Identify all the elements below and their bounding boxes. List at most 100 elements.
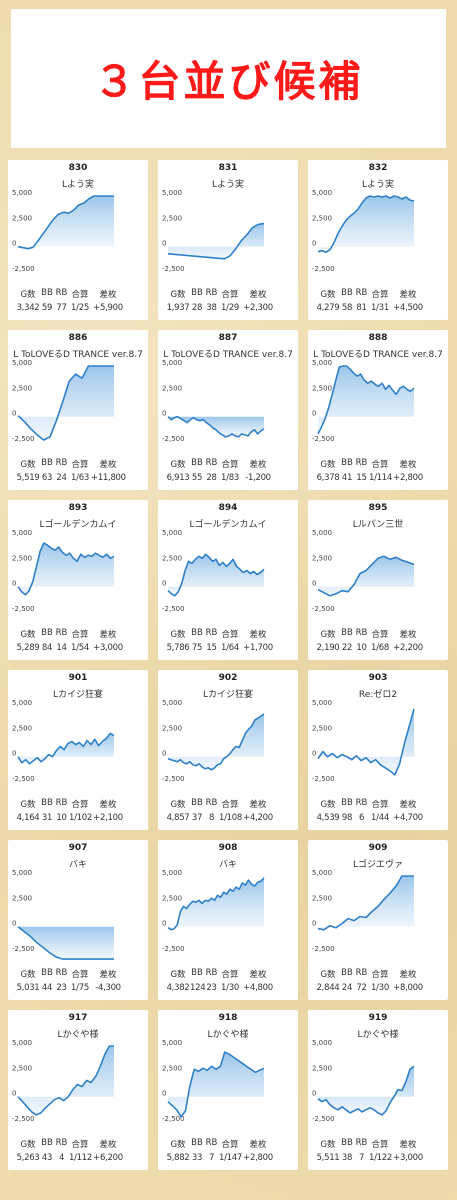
stats-table: G数 BB RB 合算 差枚 2,844 24 72 1/30 +8,000 — [316, 968, 444, 993]
y-tick-label: 5,000 — [312, 699, 332, 707]
stat-header: 差枚 — [249, 970, 267, 980]
stat-value-bb: 37 — [191, 813, 203, 823]
machine-card: 907 バキ 5,000 2,500 0 -2,500 G数 BB RB 合算 差枚 5,031 44 2… — [8, 840, 148, 1000]
stat-value-combined: 1/54 — [71, 643, 89, 653]
stat-header: RB — [205, 968, 218, 978]
stat-header: G数 — [20, 970, 36, 980]
stat-value-bb: 58 — [341, 303, 353, 313]
slump-chart: 5,000 2,500 0 -2,500 — [12, 869, 114, 960]
stat-header: 差枚 — [99, 970, 117, 980]
stat-header: RB — [355, 1138, 368, 1148]
slump-chart: 5,000 2,500 0 -2,500 — [312, 699, 415, 783]
stat-header: 差枚 — [399, 800, 417, 810]
stat-value-games: 4,382 — [166, 983, 190, 993]
area-fill — [18, 733, 114, 764]
slump-chart: 5,000 2,500 0 -2,500 — [162, 1039, 265, 1123]
machine-card: 893 Lゴールデンカムイ 5,000 2,500 0 -2,500 G数 BB RB 合算 差枚 5… — [8, 500, 148, 660]
series-line — [317, 195, 415, 253]
machine-name: Lよう実 — [61, 180, 94, 190]
stat-value-bb: 33 — [191, 1153, 203, 1163]
area-fill — [168, 714, 264, 770]
stat-header: BB — [191, 288, 203, 298]
area-fill — [318, 366, 414, 434]
y-tick-label: 2,500 — [162, 724, 182, 732]
y-tick-label: -2,500 — [162, 775, 185, 783]
stat-value-combined: 1/64 — [221, 643, 239, 653]
stat-value-diff: +4,700 — [393, 813, 423, 823]
machine-card: 831 Lよう実 5,000 2,500 0 -2,500 G数 BB RB 合算 差枚 1,937 2… — [158, 160, 298, 320]
y-tick-label: -2,500 — [162, 1115, 185, 1123]
y-tick-label: 2,500 — [12, 554, 32, 562]
machine-name: Re:ゼロ2 — [358, 690, 398, 700]
stat-value-diff: -1,200 — [245, 473, 271, 483]
stat-header: G数 — [320, 970, 336, 980]
y-tick-label: 2,500 — [312, 384, 332, 392]
stat-header: G数 — [170, 970, 186, 980]
stat-header: 合算 — [71, 970, 89, 980]
stats-table: G数 BB RB 合算 差枚 4,164 31 10 1/102 +2,100 — [16, 798, 144, 823]
slump-chart: 5,000 2,500 0 -2,500 — [162, 529, 265, 613]
y-tick-label: 2,500 — [312, 214, 332, 222]
stat-header: BB — [341, 458, 353, 468]
stat-value-games: 2,844 — [316, 983, 340, 993]
stat-value-bb: 75 — [191, 643, 203, 653]
slump-chart: 5,000 2,500 0 -2,500 — [312, 1039, 415, 1123]
area-fill — [318, 1066, 414, 1115]
stat-value-games: 4,857 — [166, 813, 190, 823]
stat-value-combined: 1/147 — [219, 1153, 242, 1163]
stat-header: 差枚 — [399, 1140, 417, 1150]
y-tick-label: 0 — [12, 580, 16, 588]
area-fill — [18, 366, 114, 440]
stat-value-bb: 59 — [41, 303, 53, 313]
stats-table: G数 BB RB 合算 差枚 4,539 98 6 1/44 +4,700 — [316, 798, 444, 823]
slump-chart: 5,000 2,500 0 -2,500 — [162, 359, 265, 443]
machine-card: 886 L ToLOVEるD TRANCE ver.8.7 5,000 2,500 0 -… — [8, 330, 148, 490]
machine-number: 893 — [68, 503, 88, 513]
y-tick-label: 2,500 — [162, 384, 182, 392]
stats-table: G数 BB RB 合算 差枚 5,882 33 7 1/147 +2,800 — [166, 1138, 294, 1163]
stat-header: 合算 — [71, 460, 89, 470]
machine-number: 894 — [218, 503, 238, 513]
stat-value-diff: +2,800 — [243, 1153, 273, 1163]
machine-name: Lカイジ狂宴 — [52, 690, 103, 700]
stat-value-games: 4,279 — [316, 303, 340, 313]
y-tick-label: 2,500 — [162, 894, 182, 902]
stat-header: BB — [191, 628, 203, 638]
y-tick-label: 5,000 — [12, 189, 32, 197]
machine-number: 831 — [218, 163, 238, 173]
stat-value-rb: 15 — [356, 473, 367, 483]
y-tick-label: 0 — [162, 920, 166, 928]
stat-value-bb: 41 — [341, 473, 353, 483]
stat-header: G数 — [170, 800, 186, 810]
stat-value-games: 1,937 — [166, 303, 190, 313]
stat-value-bb: 55 — [191, 473, 203, 483]
area-fill — [18, 1046, 114, 1115]
stat-value-bb: 98 — [341, 813, 353, 823]
stat-header: 合算 — [221, 1140, 239, 1150]
y-tick-label: 2,500 — [12, 1064, 32, 1072]
stat-header: 差枚 — [249, 800, 267, 810]
machine-number: 832 — [368, 163, 388, 173]
machine-number: 909 — [368, 843, 388, 853]
stat-value-rb: 10 — [56, 813, 67, 823]
stat-value-games: 5,519 — [16, 473, 40, 483]
stat-header: BB — [341, 288, 353, 298]
machine-number: 919 — [368, 1013, 388, 1023]
y-tick-label: 2,500 — [12, 214, 32, 222]
machine-card: 901 Lカイジ狂宴 5,000 2,500 0 -2,500 G数 BB RB 合算 差枚 4,16… — [8, 670, 148, 830]
y-tick-label: -2,500 — [312, 945, 335, 953]
slump-chart: 5,000 2,500 0 -2,500 — [312, 359, 415, 443]
machine-number: 830 — [68, 163, 88, 173]
stat-header: 合算 — [221, 630, 239, 640]
stat-value-games: 6,378 — [316, 473, 340, 483]
stat-header: 合算 — [371, 460, 389, 470]
stat-header: 差枚 — [99, 460, 117, 470]
y-tick-label: 0 — [162, 1090, 166, 1098]
stat-value-rb: 77 — [56, 303, 67, 313]
banner-title: ３台並び候補 — [93, 57, 364, 106]
stat-header: BB — [341, 628, 353, 638]
series-line — [17, 542, 115, 596]
area-fill — [318, 556, 414, 596]
stat-header: BB — [41, 798, 53, 808]
slump-chart: 5,000 2,500 0 -2,500 — [162, 189, 265, 273]
